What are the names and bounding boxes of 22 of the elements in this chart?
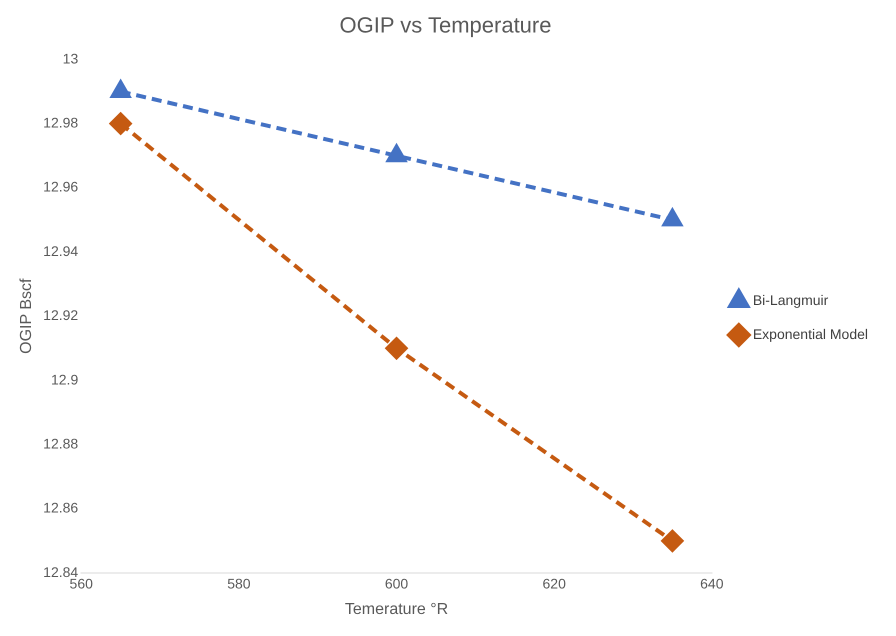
point [661,530,684,552]
y-tick-label: 12.98 [43,114,78,130]
y-tick-label: 12.92 [43,307,78,324]
y-tick-label: 12.9 [50,371,78,388]
y-tick-label: 12.94 [43,242,78,259]
x-axis-title: Temerature °R [344,600,448,618]
point [386,144,406,162]
y-tick-label: 13 [62,50,78,66]
x-tick-label: 600 [384,575,408,592]
point [662,208,682,226]
x-tick-label: 580 [227,575,251,592]
y-axis-title: OGIP Bscf [18,278,36,354]
x-tick-label: 640 [700,575,724,592]
y-tick-label: 12.96 [43,178,78,195]
x-tick-label: 620 [542,575,566,592]
point [386,337,408,360]
y-tick-label: 12.86 [43,500,78,516]
chart-title: OGIP vs Temperature [340,12,552,38]
point [110,80,130,98]
legend-label: Exponential Model [752,326,868,342]
legend-label: Bi-Langmuir [752,292,829,308]
y-tick-label: 12.88 [43,435,78,452]
